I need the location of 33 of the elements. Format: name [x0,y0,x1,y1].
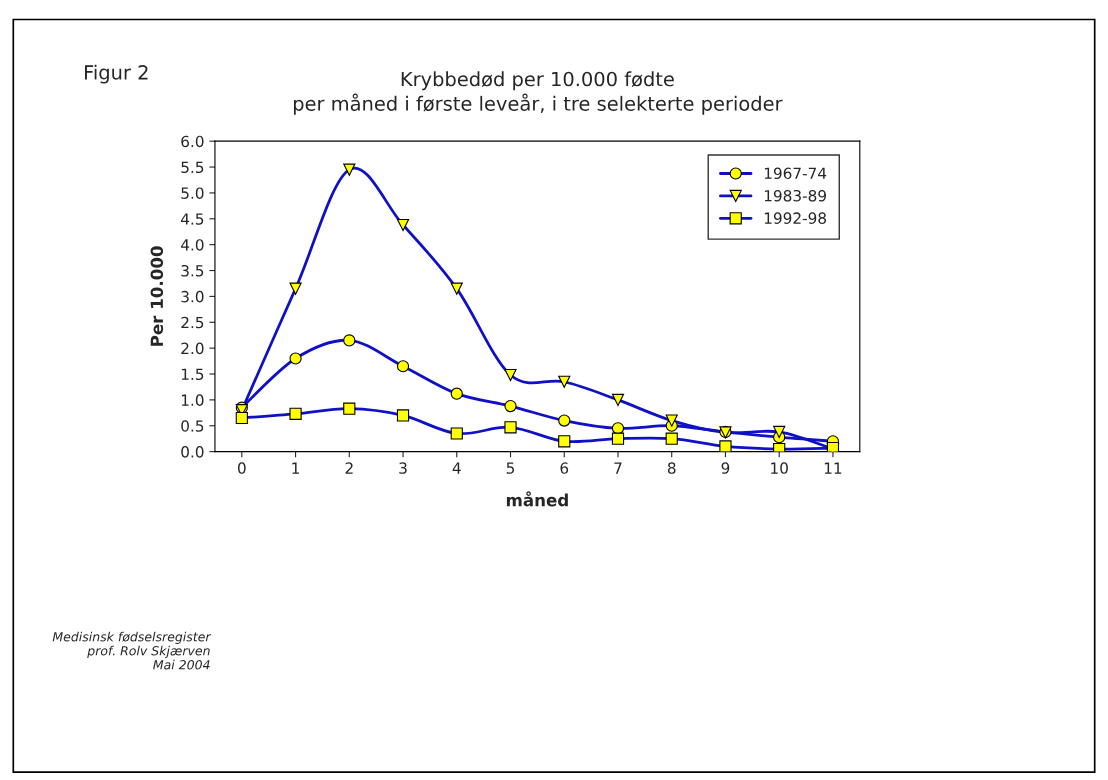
legend-label: 1992-98 [764,212,826,224]
text: Medisinsk fødselsregister prof. Rolv Skjærven Mai 2004 [52,631,212,670]
chart-title: Krybbedød per 10.000 fødte per måned i første leveår, i tre selekterte perioder [293,71,783,115]
y-tick-label: 1.0 [181,394,204,406]
y-tick-label: 4.0 [180,239,204,251]
y-tick-label: 5.5 [181,161,204,174]
y-axis-title: Per 10.000 [150,246,164,346]
legend-label: 1983-89 [764,189,826,202]
x-tick-label: 6 [560,462,569,474]
x-tick-label: 9 [721,462,730,474]
y-tick-label: 2.0 [181,342,204,355]
x-tick-label: 0 [237,462,246,474]
x-tick-label: 7 [614,462,622,474]
y-tick-label: 0.0 [181,446,204,458]
y-tick-label: 2.5 [181,316,204,329]
x-tick-label: 2 [345,462,353,474]
x-tick-label: 11 [824,462,842,474]
y-tick-label: 6.0 [181,135,204,148]
text: Figur 2 [85,64,148,84]
y-tick-label: 1.5 [181,368,204,381]
x-tick-label: 1 [292,462,300,474]
x-tick-label: 3 [399,462,407,474]
x-tick-label: 5 [506,462,515,474]
legend-label: 1967-74 [764,167,827,180]
x-tick-label: 4 [452,462,461,474]
x-axis-title: måned [506,491,568,507]
x-tick-label: 10 [771,462,788,474]
y-tick-label: 0.5 [181,420,204,432]
y-tick-label: 5.0 [181,187,204,199]
x-tick-label: 8 [667,462,676,474]
y-tick-label: 3.5 [181,265,204,277]
y-tick-label: 3.0 [181,290,204,303]
y-tick-label: 4.5 [180,213,204,225]
